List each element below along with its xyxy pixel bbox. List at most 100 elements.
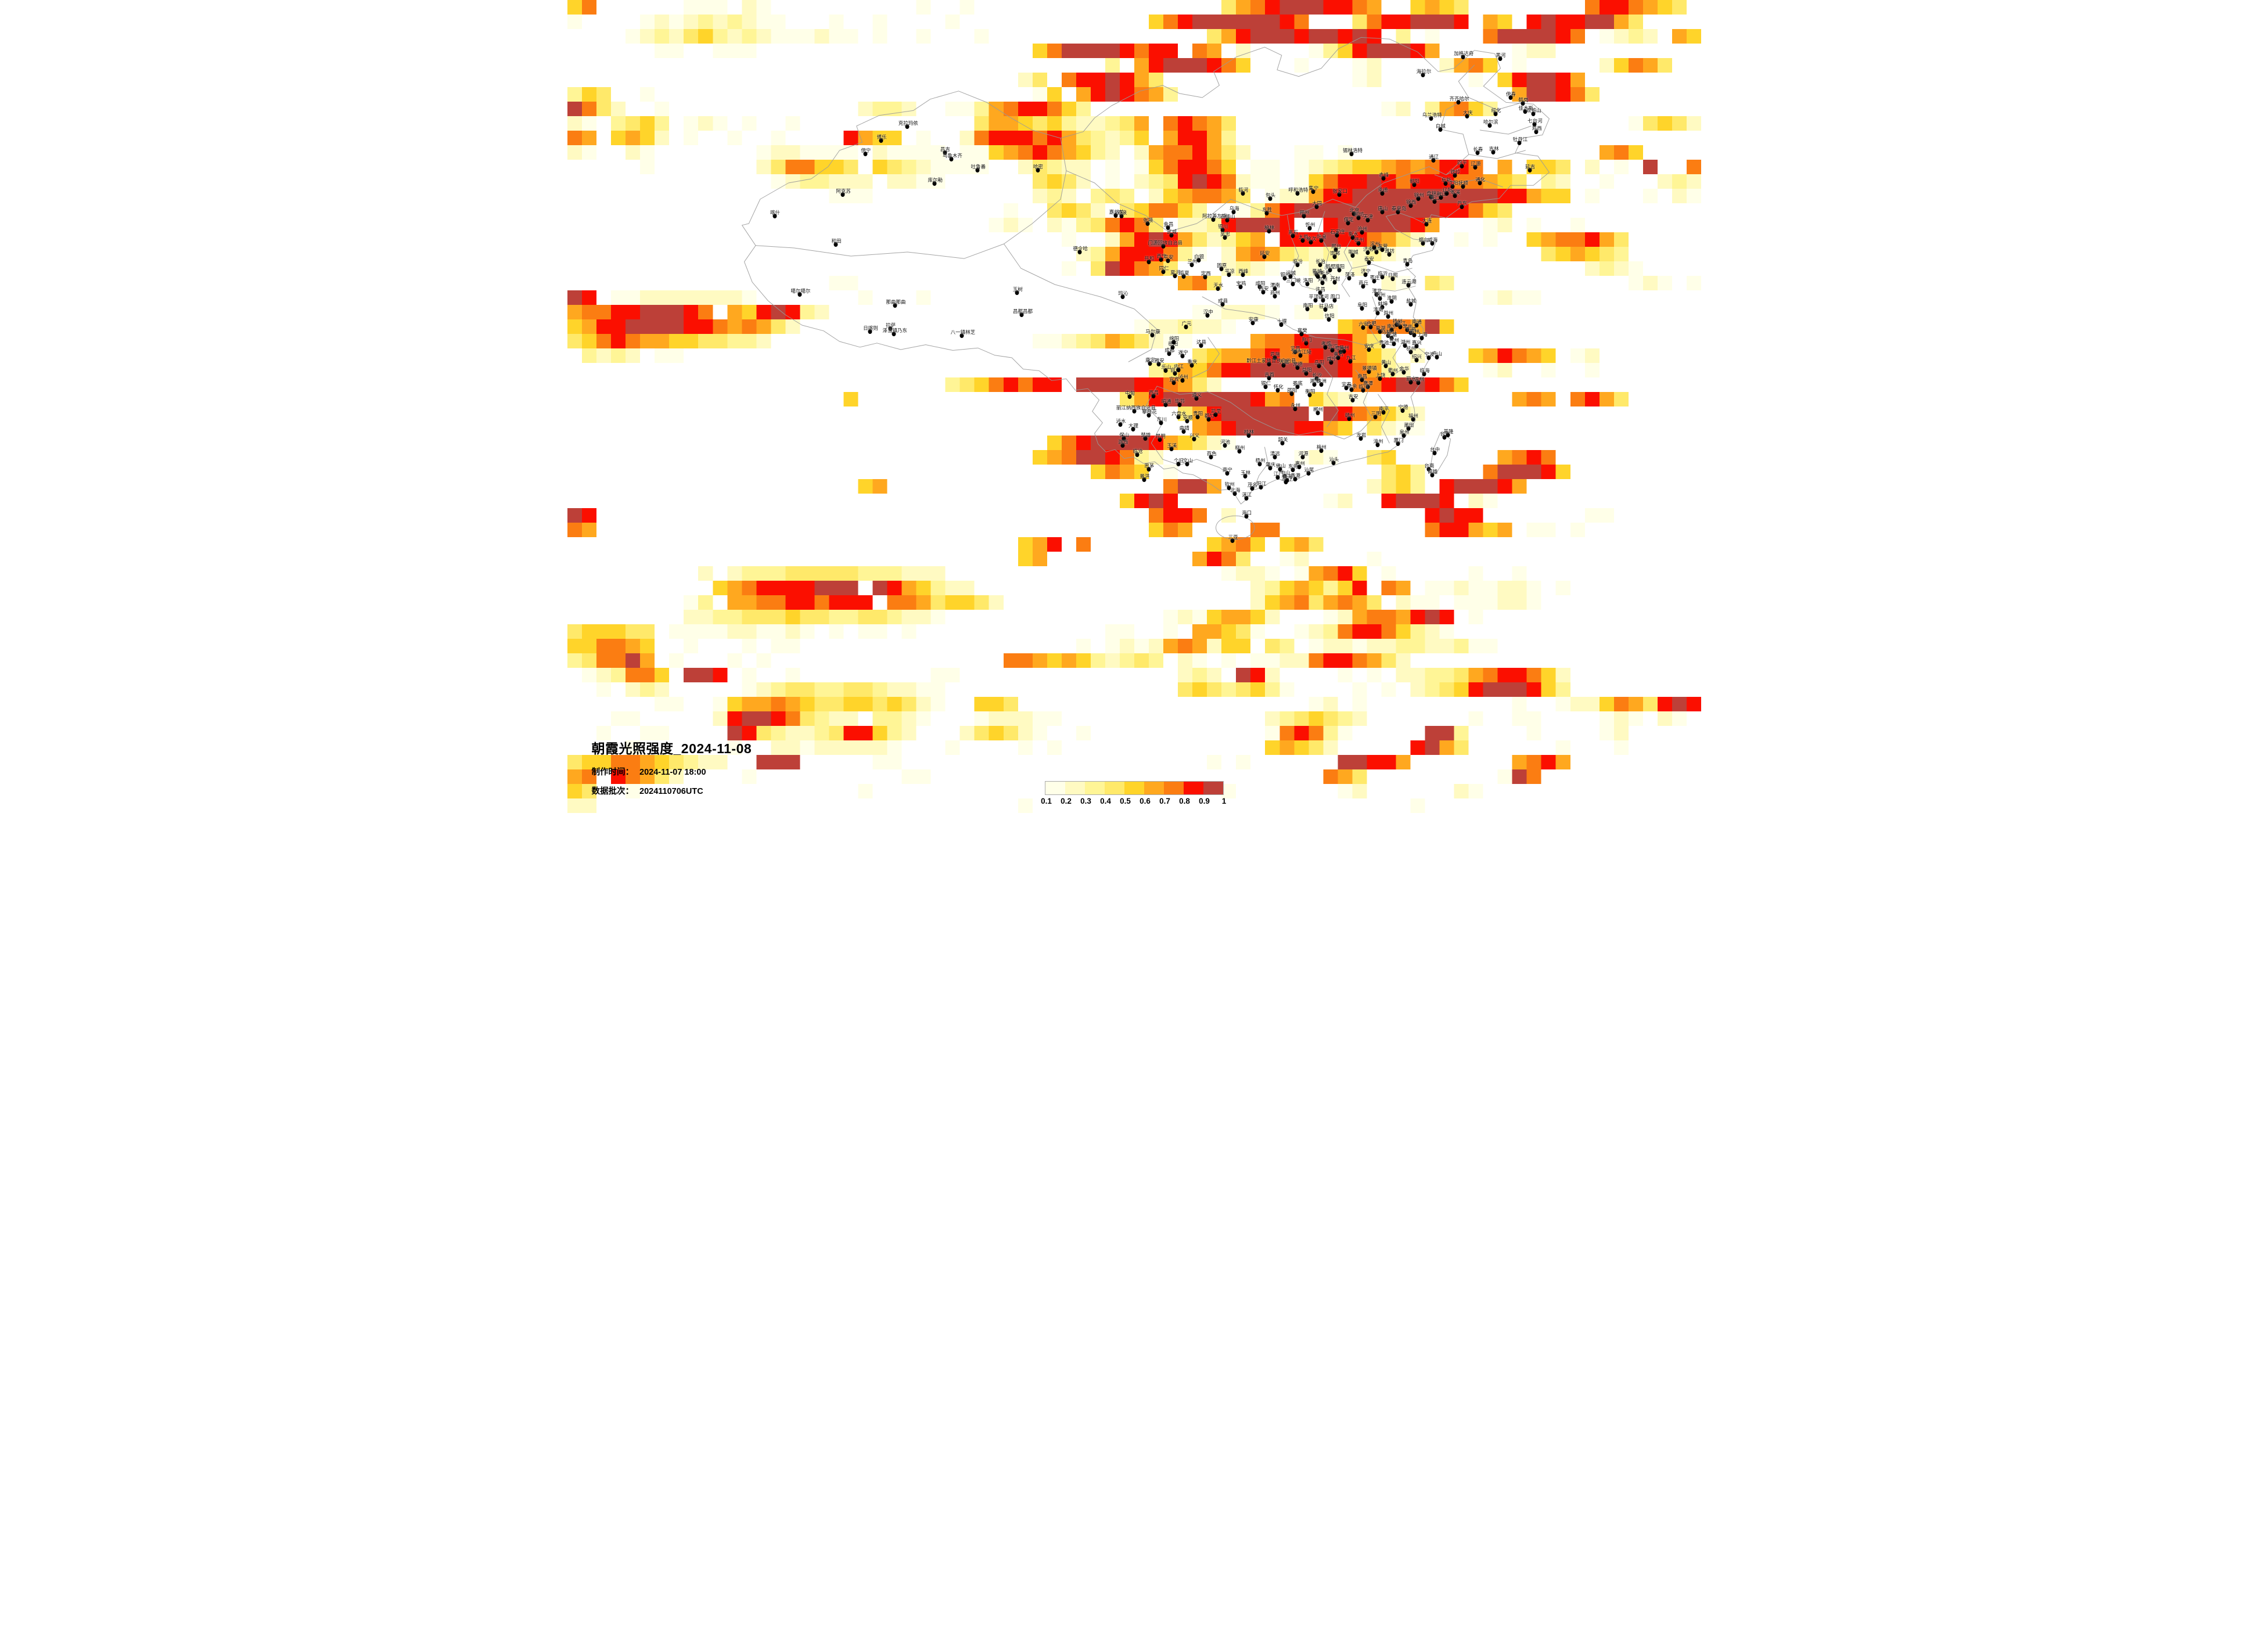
city-dot (1387, 252, 1392, 257)
city-dot (1181, 274, 1186, 279)
city-dot (1314, 376, 1319, 382)
city-label: 定西 (1201, 271, 1211, 277)
city-dot (1532, 122, 1537, 127)
city-dot (959, 333, 964, 339)
legend-tick-labels: 0.1 0.2 0.3 0.4 0.5 0.6 0.7 0.8 0.9 1 (1041, 797, 1226, 807)
city-label: 玉林 (1241, 470, 1251, 476)
city-label: 濮阳 (1335, 264, 1345, 270)
city-label: 景洪 (1140, 473, 1150, 480)
city-dot (1386, 314, 1390, 319)
city-label: 洛阳 (1303, 277, 1313, 283)
city-dot (1327, 317, 1331, 322)
city-dot (1220, 228, 1225, 233)
city-label: 鄂州 (1336, 346, 1346, 352)
city-label: 八一镇林芝 (950, 329, 976, 336)
city-label: 盐城 (1406, 297, 1417, 304)
city-label: 平安 (1163, 254, 1174, 261)
city-label: 吐鲁番 (971, 163, 986, 170)
city-label: 文山 (1182, 458, 1193, 464)
city-dot (1151, 393, 1156, 398)
city-label: 乌鲁木齐 (942, 153, 962, 159)
city-label: 天津 (1363, 214, 1373, 220)
city-label: 香港 (1291, 472, 1301, 479)
city-dot (1302, 214, 1306, 219)
city-label: 白银 (1194, 254, 1205, 260)
province-border-south (1145, 386, 1389, 490)
city-label: 烟台 (1418, 236, 1429, 243)
city-label: 辽源 (1471, 161, 1481, 167)
city-dot (1405, 262, 1410, 267)
city-label: 益阳 (1302, 366, 1312, 373)
city-dot (1166, 258, 1170, 264)
city-label: 喀什 (770, 210, 781, 216)
city-label: 咸阳 (1255, 280, 1266, 287)
city-dot (1177, 402, 1182, 408)
city-dot (1146, 466, 1151, 472)
china-boundaries-overlay (567, 0, 1701, 813)
city-label: 平凉 (1224, 268, 1235, 275)
province-border-qinghai (1004, 244, 1157, 362)
city-label: 拉萨 (886, 322, 896, 328)
city-dot (1460, 204, 1464, 209)
city-label: 忻州 (1305, 222, 1315, 228)
city-label: 兴义 (1189, 433, 1200, 439)
city-label: 漳州 (1373, 438, 1383, 445)
city-dot (1176, 368, 1181, 372)
city-dot (1132, 409, 1136, 414)
city-dot (1181, 429, 1186, 434)
city-label: 九江 (1346, 354, 1356, 361)
city-label: 梅州 (1316, 444, 1327, 450)
city-dot (1161, 244, 1166, 249)
city-label: 乌海 (1229, 206, 1239, 212)
city-label: 沙市江陵 (1292, 349, 1312, 355)
city-dot (1442, 435, 1447, 440)
color-legend: 0.1 0.2 0.3 0.4 0.5 0.6 0.7 0.8 0.9 1 (1041, 781, 1226, 807)
city-label: 西昌 (1149, 390, 1159, 396)
city-label: 廊坊 (1354, 211, 1364, 218)
province-border-hebei-henan-shandong (1342, 232, 1415, 297)
city-dot (1408, 203, 1413, 208)
city-dot (1439, 195, 1443, 200)
city-label: 阜阳 (1357, 301, 1368, 308)
city-label: 西宁 (1156, 253, 1167, 259)
city-dot (1169, 232, 1174, 238)
city-dot (1450, 184, 1455, 189)
city-dot (1430, 472, 1435, 477)
city-dot (1365, 250, 1370, 256)
city-label: 鹰潭 (1363, 380, 1373, 387)
city-dot (1435, 354, 1439, 359)
city-label: 青岛 (1403, 258, 1413, 264)
city-label: 思茅 (1144, 463, 1155, 469)
city-label: 宿州 (1375, 292, 1386, 298)
city-dot (1250, 486, 1254, 491)
city-dot (1297, 464, 1302, 469)
city-label: 门源回族自治县 (1148, 240, 1182, 246)
city-dot (1349, 151, 1354, 156)
city-dot (1421, 240, 1425, 246)
city-label: 马鞍山 (1381, 329, 1396, 336)
city-dot (1268, 466, 1273, 471)
city-dot (1426, 355, 1431, 360)
city-label: 保定 (1343, 216, 1354, 222)
city-dot (1169, 446, 1174, 451)
city-dot (1077, 250, 1082, 254)
cloud-intensity-heatmap (567, 0, 1701, 813)
city-label: 上海 (1417, 332, 1428, 338)
city-dot (1185, 462, 1189, 467)
city-label: 临川 (1358, 384, 1369, 390)
hainan-island (1216, 516, 1254, 539)
city-label: 钦州 (1224, 481, 1235, 488)
city-dot (1167, 351, 1171, 356)
city-label: 宁波 (1424, 351, 1435, 358)
city-label: 贵池 (1379, 340, 1389, 346)
province-border-shanxi (1287, 211, 1336, 291)
city-dot (1122, 436, 1126, 441)
city-label: 台中 (1430, 447, 1440, 453)
city-dot (1338, 350, 1343, 355)
city-label: 昌吉 (940, 146, 950, 153)
city-dot (1424, 222, 1429, 227)
city-dot (1314, 204, 1319, 209)
city-label: 河源 (1298, 451, 1309, 457)
city-dot (1146, 413, 1151, 418)
city-dot (1344, 385, 1349, 390)
